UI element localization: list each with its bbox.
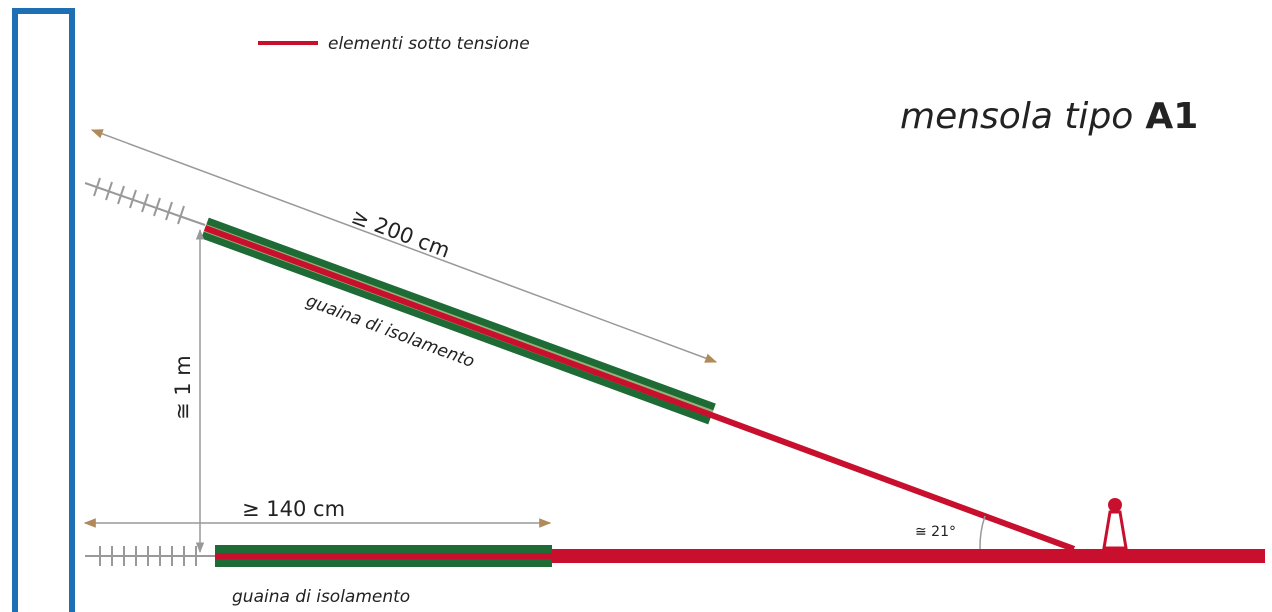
title-text: mensola tipo	[900, 96, 1133, 137]
lower-sheath-label: guaina di isolamento	[232, 587, 410, 607]
pole	[12, 8, 75, 612]
pin	[1102, 498, 1128, 550]
height-label: ≅ 1 m	[171, 355, 195, 420]
angle-arc	[979, 515, 986, 550]
dim-upper-length	[90, 129, 718, 363]
lower-length-label: ≥ 140 cm	[242, 497, 345, 521]
insulator-lower	[85, 546, 215, 566]
angle-label: ≅ 21°	[915, 524, 956, 540]
title-code: A1	[1145, 96, 1198, 137]
title: mensola tipo A1	[900, 96, 1198, 137]
legend-label: elementi sotto tensione	[328, 34, 530, 54]
